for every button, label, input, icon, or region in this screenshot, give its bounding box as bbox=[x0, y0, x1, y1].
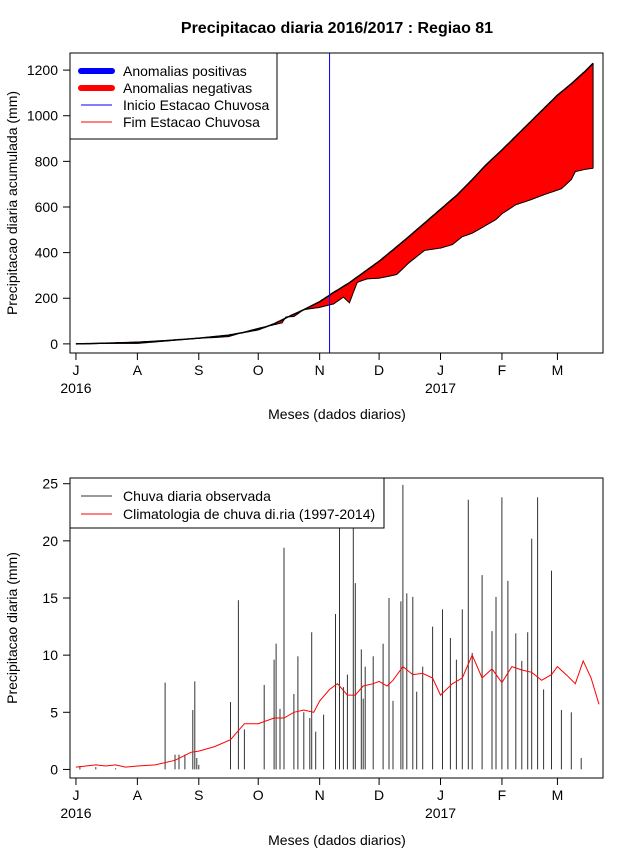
acc-x-tick-label: N bbox=[315, 362, 325, 378]
acc-y-tick-label: 1200 bbox=[27, 62, 58, 78]
legend-label-climatology: Climatologia de chuva di.ria (1997-2014) bbox=[123, 506, 375, 522]
daily-x-tick-label: D bbox=[374, 787, 384, 803]
daily-legend: Chuva diaria observada Climatologia de c… bbox=[69, 477, 385, 529]
daily-year-label: 2016 bbox=[60, 805, 91, 821]
daily-y-tick-label: 0 bbox=[50, 761, 58, 777]
acc-y-axis-label: Precipitacao diaria acumulada (mm) bbox=[4, 91, 20, 315]
daily-x-tick-label: J bbox=[72, 787, 79, 803]
daily-chart: J A S O N D J F M 2016 2017 0 5 10 15 20 25 Meses (dado… bbox=[4, 476, 604, 848]
acc-x-tick-label: A bbox=[133, 362, 143, 378]
acc-x-axis: J A S O N D J F M 2016 2017 bbox=[60, 353, 563, 396]
legend-label-start: Inicio Estacao Chuvosa bbox=[123, 97, 270, 113]
legend-label-negative: Anomalias negativas bbox=[123, 80, 252, 96]
acc-y-tick-label: 200 bbox=[35, 290, 59, 306]
daily-x-tick-label: S bbox=[194, 787, 203, 803]
daily-y-tick-label: 25 bbox=[42, 476, 58, 492]
acc-x-tick-label: F bbox=[498, 362, 507, 378]
acc-x-tick-label: S bbox=[194, 362, 203, 378]
daily-y-axis-label: Precipitacao diaria (mm) bbox=[4, 552, 20, 704]
legend-label-positive: Anomalias positivas bbox=[123, 63, 247, 79]
acc-x-tick-label: O bbox=[253, 362, 264, 378]
acc-y-tick-label: 400 bbox=[35, 245, 59, 261]
daily-x-tick-label: O bbox=[253, 787, 264, 803]
acc-y-axis: 0 200 400 600 800 1000 1200 bbox=[27, 62, 70, 352]
daily-x-tick-label: M bbox=[552, 787, 564, 803]
acc-legend-box bbox=[69, 52, 278, 140]
daily-y-tick-label: 5 bbox=[50, 704, 58, 720]
acc-year-label: 2016 bbox=[60, 380, 91, 396]
legend-label-observed: Chuva diaria observada bbox=[123, 488, 271, 504]
acc-x-tick-label: M bbox=[552, 362, 564, 378]
acc-plot-frame bbox=[69, 52, 604, 354]
acc-x-axis-label: Meses (dados diarios) bbox=[268, 406, 406, 422]
acc-year-label: 2017 bbox=[425, 380, 456, 396]
legend-label-end: Fim Estacao Chuvosa bbox=[123, 114, 260, 130]
acc-y-tick-label: 0 bbox=[50, 336, 58, 352]
acc-x-tick-label: D bbox=[374, 362, 384, 378]
daily-y-tick-label: 10 bbox=[42, 647, 58, 663]
acc-climatology-line bbox=[75, 62, 594, 345]
daily-observed-bars bbox=[79, 484, 582, 770]
daily-y-tick-label: 15 bbox=[42, 590, 58, 606]
daily-x-tick-label: N bbox=[315, 787, 325, 803]
daily-y-tick-label: 20 bbox=[42, 533, 58, 549]
daily-x-tick-label: F bbox=[498, 787, 507, 803]
acc-x-tick-label: J bbox=[72, 362, 79, 378]
daily-climatology-line bbox=[75, 653, 600, 768]
daily-x-tick-label: A bbox=[133, 787, 143, 803]
acc-y-tick-label: 800 bbox=[35, 153, 59, 169]
daily-year-label: 2017 bbox=[425, 805, 456, 821]
daily-x-axis-label: Meses (dados diarios) bbox=[268, 832, 406, 848]
daily-y-axis: 0 5 10 15 20 25 bbox=[42, 476, 70, 777]
acc-y-tick-label: 600 bbox=[35, 199, 59, 215]
chart-title: Precipitacao diaria 2016/2017 : Regiao 8… bbox=[181, 20, 493, 37]
acc-legend: Anomalias positivas Anomalias negativas … bbox=[69, 52, 278, 140]
daily-x-axis: J A S O N D J F M 2016 2017 bbox=[60, 778, 563, 821]
acc-observed-line bbox=[75, 167, 594, 345]
daily-x-tick-label: J bbox=[437, 787, 444, 803]
daily-legend-box bbox=[69, 477, 385, 529]
acc-x-tick-label: J bbox=[437, 362, 444, 378]
acc-y-tick-label: 1000 bbox=[27, 108, 58, 124]
